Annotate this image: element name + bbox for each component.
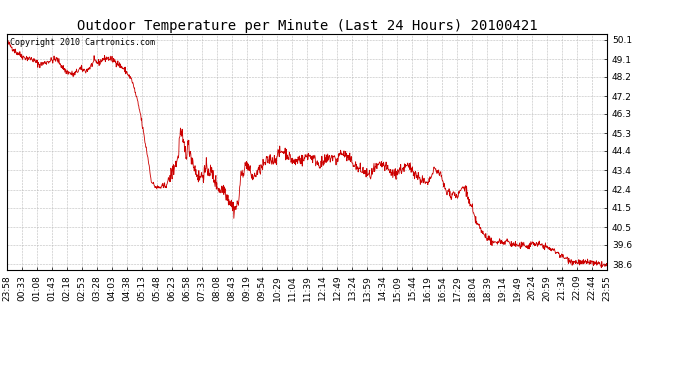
Text: Copyright 2010 Cartronics.com: Copyright 2010 Cartronics.com — [10, 39, 155, 48]
Title: Outdoor Temperature per Minute (Last 24 Hours) 20100421: Outdoor Temperature per Minute (Last 24 … — [77, 19, 538, 33]
